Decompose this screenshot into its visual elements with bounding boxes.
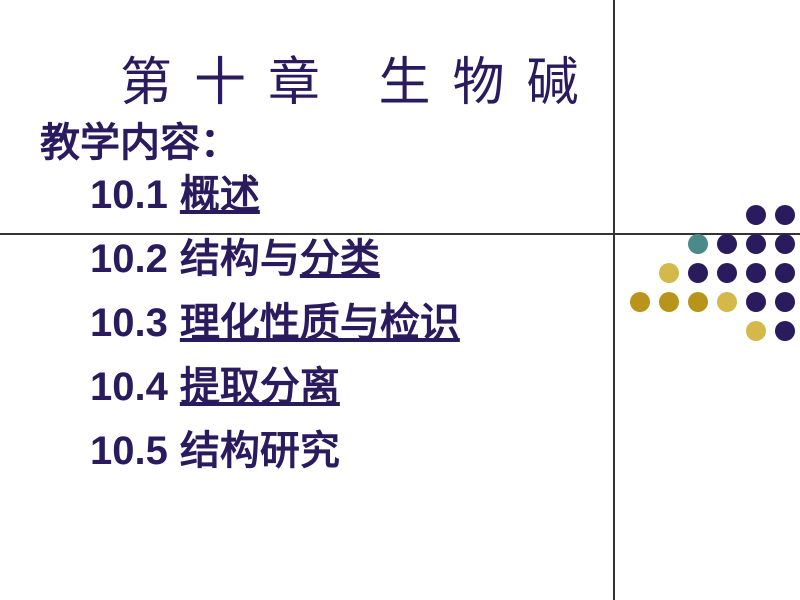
toc-link: 概述	[180, 173, 260, 217]
slide: 第十章 生物碱 教学内容： 10.1 概述 10.2 结构与分类 10.3 理化性质与…	[0, 0, 800, 600]
dot-icon	[775, 234, 795, 254]
dot-icon	[717, 263, 737, 283]
dot-icon	[746, 321, 766, 341]
dot-icon	[659, 292, 679, 312]
dot-icon	[630, 292, 650, 312]
toc-item-2[interactable]: 10.2 结构与分类	[90, 229, 460, 289]
dot-icon	[688, 263, 708, 283]
toc-text: 结构研究	[180, 429, 340, 473]
toc-number: 10.5	[90, 429, 168, 473]
dot-icon	[746, 205, 766, 225]
toc-link: 理化性质与检识	[180, 301, 460, 345]
toc-item-4[interactable]: 10.4 提取分离	[90, 357, 460, 417]
dot-icon	[775, 321, 795, 341]
dot-icon	[717, 234, 737, 254]
dot-icon	[746, 292, 766, 312]
dot-icon	[688, 292, 708, 312]
chapter-title: 第十章 生物碱	[120, 40, 600, 115]
dot-icon	[688, 234, 708, 254]
table-of-contents: 10.1 概述 10.2 结构与分类 10.3 理化性质与检识 10.4 提取分离 10…	[90, 165, 460, 485]
dot-icon	[746, 234, 766, 254]
dot-icon	[746, 263, 766, 283]
vertical-line	[613, 0, 615, 600]
toc-item-3[interactable]: 10.3 理化性质与检识	[90, 293, 460, 353]
toc-text: 结构与	[180, 237, 300, 281]
toc-number: 10.1	[90, 173, 168, 217]
decorative-dots	[630, 205, 795, 341]
toc-item-5: 10.5 结构研究	[90, 421, 460, 481]
toc-link: 提取分离	[180, 365, 340, 409]
subtitle: 教学内容：	[40, 110, 240, 168]
dot-icon	[775, 205, 795, 225]
dot-icon	[659, 263, 679, 283]
dot-icon	[775, 263, 795, 283]
dot-icon	[717, 292, 737, 312]
toc-item-1[interactable]: 10.1 概述	[90, 165, 460, 225]
toc-number: 10.4	[90, 365, 168, 409]
toc-number: 10.3	[90, 301, 168, 345]
toc-number: 10.2	[90, 237, 168, 281]
toc-link: 分类	[300, 237, 380, 281]
dot-icon	[775, 292, 795, 312]
